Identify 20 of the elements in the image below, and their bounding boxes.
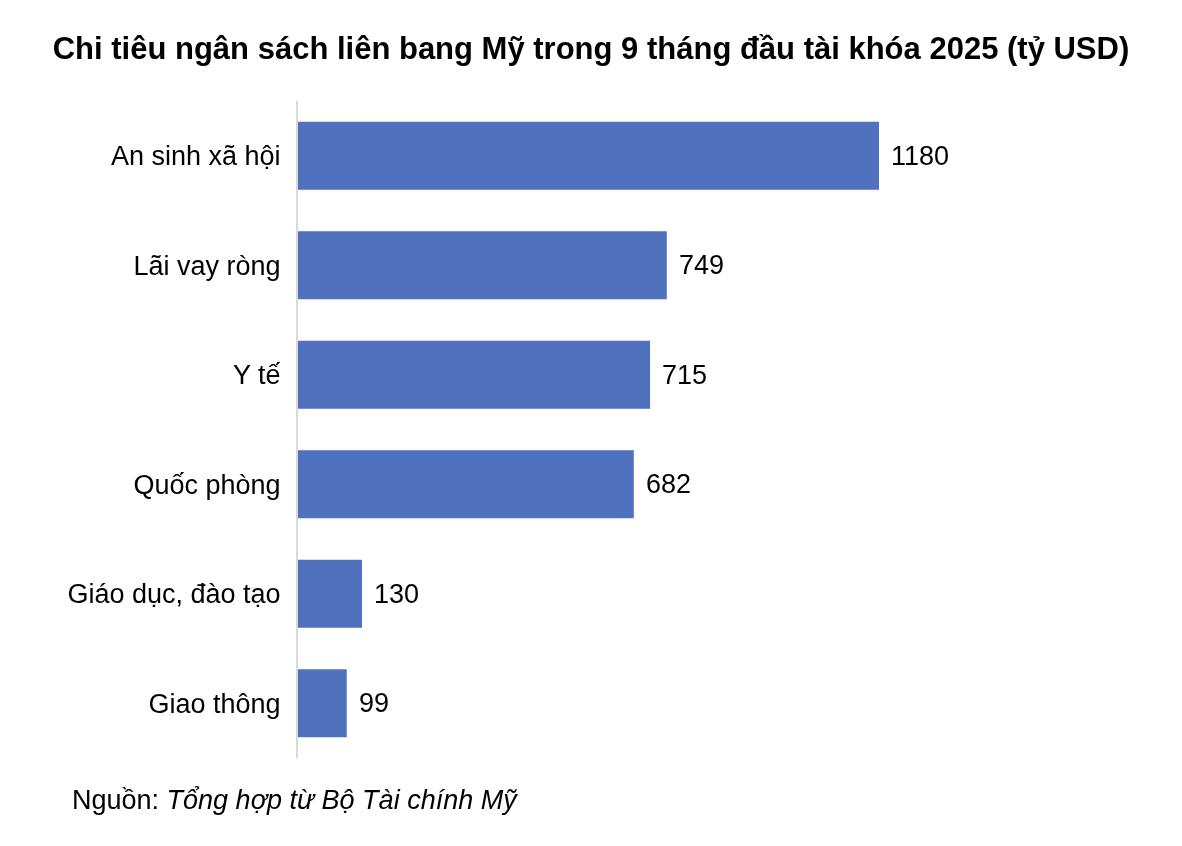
data-label: 99 <box>359 688 390 718</box>
y-tick-label: Y tế <box>233 360 281 391</box>
data-label: 130 <box>374 579 420 609</box>
bar <box>298 559 363 628</box>
data-label: 682 <box>646 469 692 499</box>
data-label: 715 <box>662 360 708 390</box>
chart-title: Chi tiêu ngân sách liên bang Mỹ trong 9 tháng đầu tài khóa 2025 (tỷ USD) <box>52 30 1130 66</box>
y-tick-label: Giao thông <box>148 688 281 719</box>
text: Nguồn: Tổng hợp từ Bộ Tài chính Mỹ <box>72 785 519 815</box>
bar <box>298 340 651 409</box>
data-label: 749 <box>679 250 725 280</box>
y-tick-label: An sinh xã hội <box>110 141 281 172</box>
y-tick-label: Lãi vay ròng <box>133 250 281 281</box>
bar <box>298 450 634 519</box>
y-tick-label: Giáo dục, đào tạo <box>67 579 281 610</box>
y-tick-label: Quốc phòng <box>133 469 281 500</box>
bar <box>298 669 347 738</box>
bar <box>298 121 879 190</box>
bar <box>298 231 667 300</box>
data-label: 1180 <box>891 141 950 171</box>
